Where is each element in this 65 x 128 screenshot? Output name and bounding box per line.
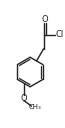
- Text: O: O: [20, 94, 27, 103]
- Text: CH₃: CH₃: [28, 104, 41, 110]
- Text: O: O: [41, 15, 48, 24]
- Text: Cl: Cl: [56, 30, 64, 39]
